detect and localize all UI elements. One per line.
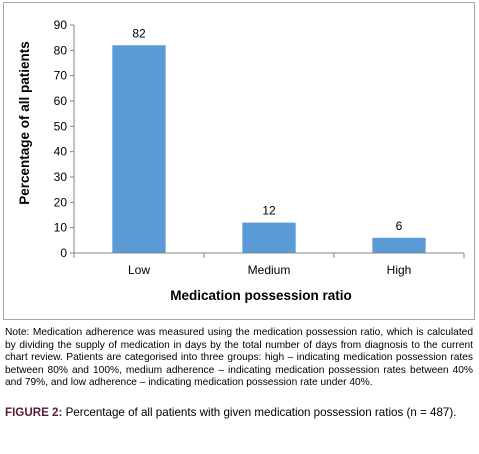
bars	[112, 45, 426, 254]
y-tick-label: 0	[60, 246, 67, 260]
caption-text: Percentage of all patients with given me…	[62, 406, 457, 419]
y-tick-label: 90	[54, 18, 68, 32]
x-tick-label: High	[387, 263, 412, 277]
figure-caption: FIGURE 2: Percentage of all patients wit…	[5, 406, 473, 421]
x-tick-label: Low	[128, 263, 150, 277]
y-tick-label: 80	[54, 43, 68, 57]
y-tick-label: 70	[54, 69, 68, 83]
data-label: 82	[132, 26, 146, 40]
caption-label: FIGURE 2:	[5, 406, 63, 419]
x-axis: Low Medium High	[73, 252, 465, 277]
y-tick-label: 10	[54, 221, 68, 235]
y-tick-label: 50	[54, 119, 68, 133]
y-axis-title: Percentage of all patients	[17, 41, 32, 205]
y-tick-label: 60	[54, 94, 68, 108]
y-tick-label: 20	[54, 195, 68, 209]
y-tick-label: 40	[54, 145, 68, 159]
bar-high	[372, 237, 426, 253]
figure-panel: 0 10 20 30 40 50 60 70 80 90 82 12 6 Low Medium High …	[3, 2, 475, 320]
data-label: 12	[262, 204, 276, 218]
data-labels: 82 12 6	[132, 26, 402, 233]
data-label: 6	[396, 219, 403, 233]
y-tick-label: 30	[54, 170, 68, 184]
figure-note: Note: Medication adherence was measured …	[5, 327, 473, 389]
x-axis-title: Medication possession ratio	[170, 288, 352, 303]
bar-low	[112, 45, 166, 254]
y-axis: 0 10 20 30 40 50 60 70 80 90	[54, 18, 75, 260]
x-tick-label: Medium	[248, 263, 291, 277]
bar-medium	[242, 222, 296, 253]
